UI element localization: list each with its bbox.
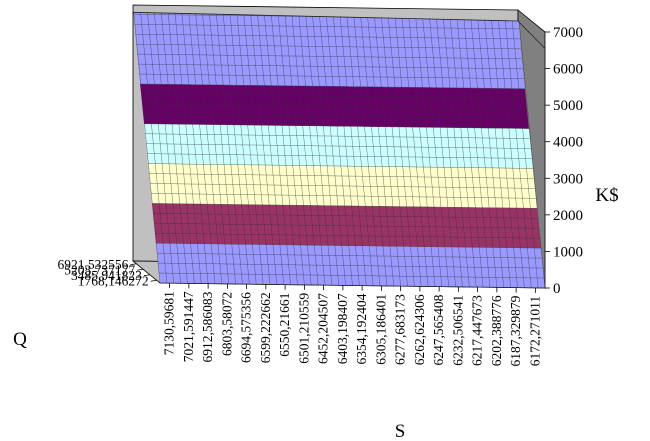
y-tick-label: 1768,146272 <box>78 273 149 288</box>
x-tick-label: 7021,591447 <box>181 291 196 362</box>
x-tick-label: 7130,59681 <box>162 291 177 355</box>
z-axis-ticks: 0 1000 2000 3000 4000 5000 6000 7000 <box>545 25 583 297</box>
surface-plot <box>133 12 545 289</box>
x-tick-label: 6694,575356 <box>239 292 254 363</box>
z-tick-label: 5000 <box>553 98 583 114</box>
y-tick-label: 3485,941823 <box>71 268 142 283</box>
x-tick-label: 6172,271011 <box>527 296 542 366</box>
x-tick-label: 6247,565408 <box>431 294 446 365</box>
x-tick-label: 6305,186401 <box>373 294 388 365</box>
y-axis-label: Q <box>13 329 27 350</box>
y-tick-label: 6921,532556 <box>58 257 129 272</box>
x-tick-label: 6217,447673 <box>470 295 485 366</box>
z-tick-label: 4000 <box>553 135 583 151</box>
x-tick-label: 6354,192404 <box>354 293 369 364</box>
x-tick-label: 6599,222662 <box>258 292 273 363</box>
y-axis-ticks: 6921,5325565203,7371773485,9418231768,14… <box>58 257 157 288</box>
x-tick-label: 6202,388776 <box>489 295 504 366</box>
x-tick-label: 6550,21661 <box>277 293 292 357</box>
x-tick-label: 6187,329879 <box>508 295 523 366</box>
x-tick-label: 6452,204507 <box>316 293 331 364</box>
z-tick-label: 1000 <box>553 244 583 260</box>
x-tick-label: 6403,198407 <box>335 293 350 364</box>
z-tick-label: 0 <box>553 281 561 297</box>
y-tick-label: 5203,737177 <box>64 262 135 277</box>
x-tick-label: 6262,624306 <box>412 294 427 365</box>
x-axis-label: S <box>395 421 406 441</box>
x-tick-label: 6277,683173 <box>393 294 408 365</box>
z-tick-label: 7000 <box>553 25 583 41</box>
z-tick-label: 6000 <box>553 62 583 78</box>
x-tick-label: 6912,586083 <box>200 291 215 362</box>
x-axis-ticks: 7130,59681 7021,591447 6912,586083 6803,580… <box>162 283 542 366</box>
z-tick-label: 3000 <box>553 171 583 187</box>
x-tick-label: 6803,58072 <box>219 292 234 356</box>
x-tick-label: 6501,210559 <box>296 293 311 364</box>
z-tick-label: 2000 <box>553 208 583 224</box>
x-tick-label: 6232,506541 <box>450 295 465 366</box>
z-axis-label: K$ <box>595 185 618 206</box>
